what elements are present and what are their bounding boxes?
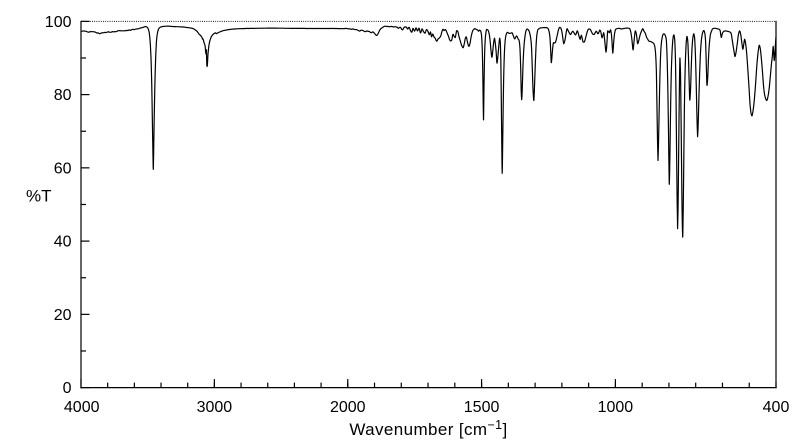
- svg-text:4000: 4000: [64, 399, 100, 416]
- svg-text:100: 100: [45, 14, 72, 31]
- svg-text:1500: 1500: [464, 399, 500, 416]
- svg-text:1000: 1000: [598, 399, 634, 416]
- svg-text:%T: %T: [26, 187, 52, 206]
- svg-text:20: 20: [54, 307, 72, 324]
- svg-text:3000: 3000: [197, 399, 233, 416]
- svg-text:400: 400: [763, 399, 790, 416]
- svg-text:Wavenumber [cm−1]: Wavenumber [cm−1]: [349, 418, 507, 439]
- svg-text:0: 0: [63, 380, 72, 397]
- svg-text:2000: 2000: [330, 399, 366, 416]
- svg-text:40: 40: [54, 234, 72, 251]
- svg-text:60: 60: [54, 160, 72, 177]
- svg-text:80: 80: [54, 87, 72, 104]
